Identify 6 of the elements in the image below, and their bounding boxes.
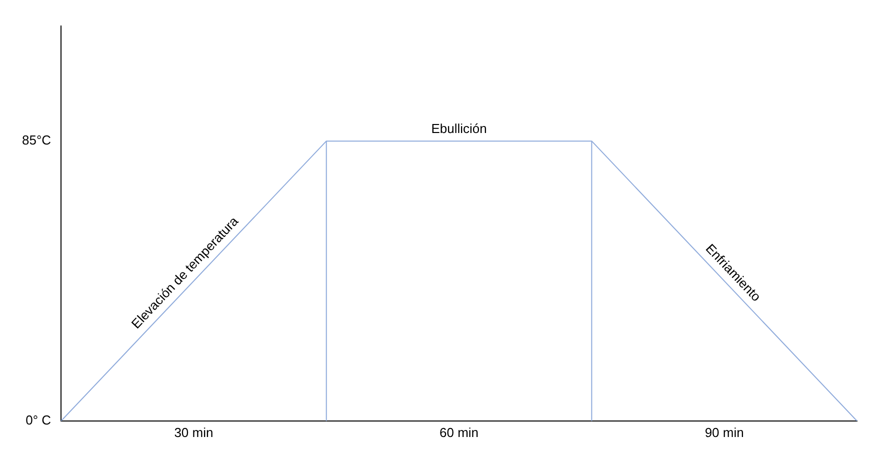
annotation: Ebullición [431, 121, 487, 136]
y-tick-label: 0° C [26, 412, 52, 428]
text: 30 min [174, 425, 214, 440]
text: 90 min [704, 425, 744, 440]
text: 60 min [440, 425, 479, 440]
y-tick-label: 85°C [22, 132, 52, 148]
